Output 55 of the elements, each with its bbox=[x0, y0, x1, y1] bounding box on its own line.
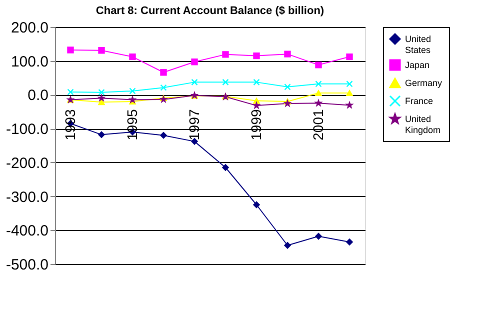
point bbox=[315, 100, 322, 106]
point bbox=[67, 88, 74, 96]
point bbox=[160, 69, 167, 76]
point bbox=[98, 131, 105, 138]
y-tick-label: -500.0 bbox=[6, 256, 48, 274]
point bbox=[346, 238, 353, 246]
point bbox=[284, 242, 291, 249]
point bbox=[253, 201, 260, 208]
legend-label: Germany bbox=[405, 78, 443, 88]
x-tick-label: 2001 bbox=[310, 109, 326, 140]
point bbox=[98, 99, 105, 106]
point bbox=[315, 232, 322, 240]
point bbox=[315, 62, 322, 68]
point bbox=[346, 102, 353, 108]
point bbox=[160, 132, 167, 139]
x-tick-label: 1993 bbox=[62, 109, 78, 140]
chart-title: Chart 8: Current Account Balance ($ billion) bbox=[96, 5, 324, 17]
point bbox=[253, 98, 260, 104]
x-tick-label: 1999 bbox=[248, 109, 264, 140]
point bbox=[98, 47, 105, 54]
y-tick-label: 0.0 bbox=[28, 87, 48, 104]
point bbox=[129, 53, 136, 60]
point bbox=[191, 78, 198, 86]
point bbox=[98, 89, 105, 96]
legend-label: United Kingdom bbox=[405, 114, 441, 135]
point bbox=[284, 84, 291, 90]
y-tick-label: -100.0 bbox=[6, 121, 48, 138]
point bbox=[346, 80, 353, 88]
point bbox=[315, 90, 322, 96]
point bbox=[284, 50, 291, 58]
point bbox=[315, 80, 322, 88]
point bbox=[346, 53, 353, 60]
point bbox=[253, 102, 260, 108]
point bbox=[129, 88, 136, 94]
legend-label: Japan bbox=[405, 60, 430, 70]
point bbox=[160, 84, 167, 91]
point bbox=[222, 51, 229, 58]
y-tick-label: 100.0 bbox=[10, 53, 48, 70]
point bbox=[346, 90, 353, 96]
point bbox=[191, 58, 198, 66]
point bbox=[222, 78, 229, 86]
y-tick-label: -400.0 bbox=[6, 222, 48, 240]
y-tick-label: -300.0 bbox=[6, 188, 48, 206]
point bbox=[253, 78, 260, 86]
x-tick-label: 1997 bbox=[186, 109, 202, 140]
y-tick-label: 200.0 bbox=[10, 20, 48, 36]
point bbox=[253, 52, 260, 60]
legend-label: United States bbox=[405, 34, 432, 55]
point bbox=[67, 46, 74, 54]
point bbox=[284, 100, 291, 106]
point bbox=[222, 164, 229, 171]
x-tick-label: 1995 bbox=[124, 109, 140, 140]
point bbox=[98, 94, 105, 101]
legend-label: France bbox=[405, 96, 434, 106]
y-tick-label: -200.0 bbox=[6, 154, 48, 172]
